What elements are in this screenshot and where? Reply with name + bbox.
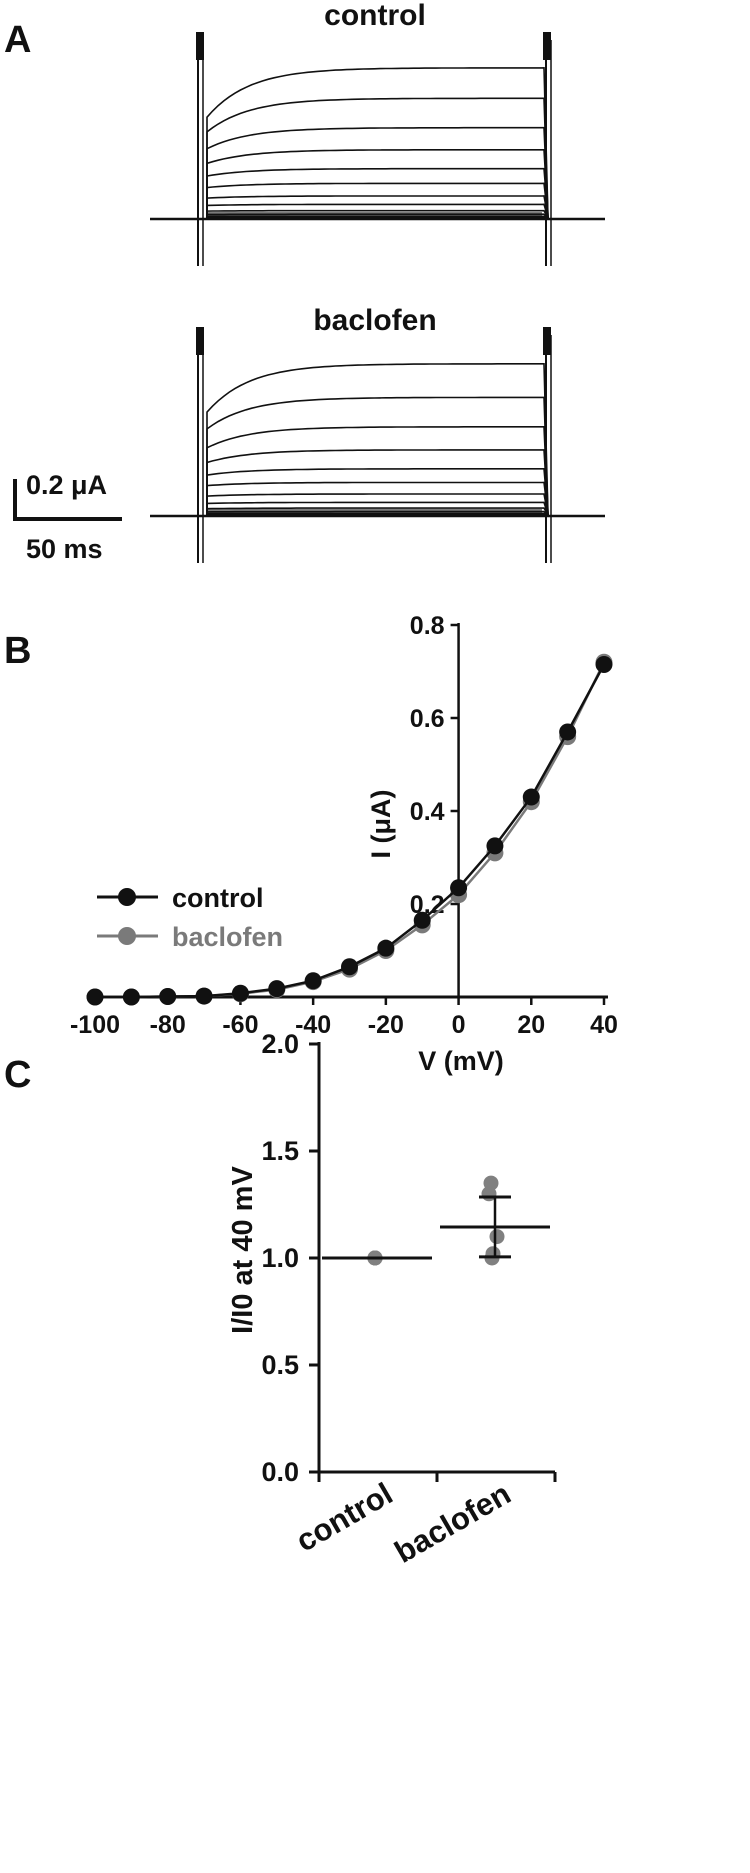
iv-x-tick-label: 0 [452,1011,466,1039]
iv-x-tick-label: -60 [222,1011,258,1039]
iv-series-control-point [559,723,577,741]
trace-baclofen: baclofen [150,304,605,563]
iv-y-tick-label: 0.8 [410,612,445,640]
baclofen-sweep-6 [206,493,549,516]
control-sweep-8 [206,209,549,219]
iv-series-control-point [231,984,249,1002]
control-sweep-6 [206,195,549,219]
ratio-y-tick-label: 0.0 [261,1457,299,1487]
control-sweep-10 [206,215,549,219]
iv-series-control-point [86,988,104,1006]
iv-x-axis-label: V (mV) [418,1046,504,1076]
iv-x-tick-label: -40 [295,1011,331,1039]
iv-x-tick-label: -100 [70,1011,120,1039]
iv-y-axis-label: I (μA) [366,789,396,858]
trace-baclofen-sweeps [150,327,605,563]
baclofen-sweep-7 [206,501,549,516]
control-sweep-2 [206,126,549,219]
ratio-y-tick-label: 0.5 [261,1350,299,1380]
legend-control-label: control [172,883,264,913]
scale-bar-time-label: 50 ms [26,534,103,564]
iv-legend: control baclofen [97,883,283,952]
trace-control: control [150,0,605,266]
iv-chart-series [86,653,613,1006]
legend-control-marker [118,888,136,906]
ratio-y-label-text: I/I0 at 40 mV [227,1166,259,1334]
ratio-y-axis-label: I/I0 at 40 mV [227,1166,259,1334]
scale-bar: 0.2 μA 50 ms [13,470,122,564]
baclofen-sweep-10 [206,512,549,516]
control-sweep-7 [206,203,549,219]
baclofen-sweep-8 [206,507,549,516]
iv-series-control-point [522,788,540,806]
panel-b: B -100 -80 -60 -40 -20 0 20 400.20.40.60.8 V (m… [4,612,618,1076]
panel-a: A control baclofen 0.2 μA 50 ms [4,0,605,564]
iv-series-control-point [377,939,395,957]
trace-control-title: control [324,0,426,32]
ratio-y-tick-label: 2.0 [261,1029,299,1059]
trace-control-sweeps [150,32,605,266]
iv-series-control-point [195,987,213,1005]
baclofen-transient-on-block [196,327,204,355]
scale-bar-current-label: 0.2 μA [26,470,107,500]
iv-series-control-point [268,980,286,998]
control-sweep-5 [206,182,549,219]
control-sweep-4 [206,167,549,219]
control-sweep-3 [206,149,549,219]
ratio-category-label-baclofen: baclofen [389,1476,517,1570]
control-sweep-9 [206,213,549,219]
baclofen-sweep-3 [206,449,549,516]
iv-y-tick-label: 0.6 [410,705,445,733]
iv-series-control-point [304,972,322,990]
legend-baclofen-label: baclofen [172,922,283,952]
iv-series-control-point [413,911,431,929]
ratio-y-tick-label: 1.5 [261,1136,299,1166]
legend-baclofen-marker [118,927,136,945]
iv-x-tick-label: -20 [368,1011,404,1039]
iv-y-tick-label: 0.4 [410,798,445,826]
iv-x-tick-label: 40 [590,1011,618,1039]
trace-baclofen-title: baclofen [313,304,436,337]
panel-c-letter: C [4,1054,31,1096]
baclofen-sweep-1 [206,396,549,516]
legend-item-control: control [97,883,264,913]
ratio-baclofen-point [489,1229,505,1245]
legend-item-baclofen: baclofen [97,922,283,952]
iv-series-control-point [595,656,613,674]
iv-series-control-point [341,958,358,976]
baclofen-sweep-2 [206,426,549,516]
baclofen-sweep-0 [206,363,549,516]
ratio-chart-marks [322,1175,550,1266]
panel-b-letter: B [4,630,31,672]
ratio-y-tick-label: 1.0 [261,1243,299,1273]
control-sweep-0 [206,66,549,219]
iv-chart-axes: -100 -80 -60 -40 -20 0 20 400.20.40.60.8 [70,612,618,1039]
iv-x-tick-label: -80 [150,1011,186,1039]
ratio-category-label-control: control [290,1476,398,1559]
iv-series-control-point [450,879,468,897]
panel-a-letter: A [4,19,31,61]
baclofen-sweep-4 [206,468,549,516]
iv-series-control-point [122,988,140,1006]
iv-series-control-point [486,837,504,855]
baclofen-sweep-9 [206,510,549,516]
iv-series-control-point [159,988,177,1006]
baclofen-sweep-5 [206,481,549,516]
iv-x-tick-label: 20 [517,1011,545,1039]
control-sweep-1 [206,97,549,219]
control-transient-on-block [196,32,204,60]
